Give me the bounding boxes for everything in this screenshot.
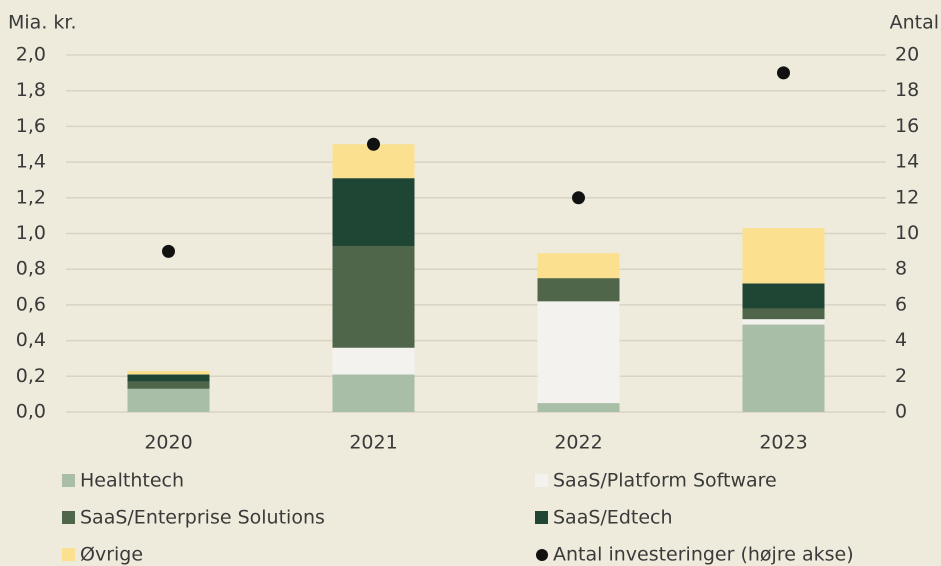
y2-tick-label: 14	[895, 151, 919, 173]
y-tick-label: 0,4	[16, 329, 46, 351]
y2-tick-label: 2	[895, 365, 907, 387]
legend-swatch	[62, 474, 75, 487]
y-axis-title: Mia. kr.	[8, 12, 77, 34]
x-tick-label: 2022	[554, 432, 602, 454]
y2-tick-label: 8	[895, 258, 907, 280]
y2-tick-label: 0	[895, 401, 907, 423]
bar-segment	[537, 301, 620, 404]
bar-segment	[742, 228, 825, 284]
dot	[367, 137, 380, 151]
bar-segment	[332, 178, 415, 246]
y2-tick-label: 10	[895, 222, 919, 244]
y-tick-label: 1,0	[16, 222, 46, 244]
legend-swatch	[535, 511, 548, 524]
legend-label: SaaS/Platform Software	[553, 470, 777, 492]
bar-segment	[742, 308, 825, 320]
y-tick-label: 0,8	[16, 258, 46, 280]
bar-segment	[332, 347, 415, 375]
legend-swatch	[62, 548, 75, 561]
legend-marker	[536, 549, 548, 561]
bar-segment	[537, 403, 620, 412]
bar-segment	[537, 253, 620, 279]
y2-tick-label: 18	[895, 79, 919, 101]
y2-tick-label: 20	[895, 44, 919, 66]
legend-label: SaaS/Edtech	[553, 507, 673, 529]
y-tick-label: 0,6	[16, 293, 46, 315]
y-tick-label: 0,2	[16, 365, 46, 387]
y2-tick-label: 12	[895, 186, 919, 208]
x-tick-label: 2023	[759, 432, 807, 454]
bar-segment	[332, 374, 415, 412]
y2-axis-title: Antal	[890, 12, 939, 34]
y-tick-label: 1,8	[16, 79, 46, 101]
y2-tick-label: 4	[895, 329, 907, 351]
legend-label: SaaS/Enterprise Solutions	[80, 507, 325, 529]
legend-label: Healthtech	[80, 470, 184, 492]
y-tick-label: 2,0	[16, 44, 46, 66]
dot	[572, 191, 585, 205]
bar-segment	[127, 370, 210, 375]
y-tick-label: 1,4	[16, 151, 46, 173]
x-tick-label: 2021	[349, 432, 397, 454]
dot	[162, 244, 175, 258]
y-tick-label: 1,2	[16, 186, 46, 208]
dot	[777, 66, 790, 80]
legend-swatch	[62, 511, 75, 524]
legend-label: Antal investeringer (højre akse)	[553, 544, 854, 566]
bar-segment	[742, 324, 825, 412]
bar-segment	[127, 388, 210, 412]
bar-segment	[127, 374, 210, 382]
y2-tick-label: 6	[895, 293, 907, 315]
legend-label: Øvrige	[80, 544, 143, 566]
bar-segment	[127, 381, 210, 389]
bar-segment	[332, 245, 415, 348]
legend-swatch	[535, 474, 548, 487]
y2-tick-label: 16	[895, 115, 919, 137]
y-tick-label: 1,6	[16, 115, 46, 137]
bar-segment	[742, 283, 825, 309]
bar-segment	[537, 278, 620, 302]
y-tick-label: 0,0	[16, 401, 46, 423]
bar-segment	[742, 319, 825, 325]
x-tick-label: 2020	[144, 432, 192, 454]
